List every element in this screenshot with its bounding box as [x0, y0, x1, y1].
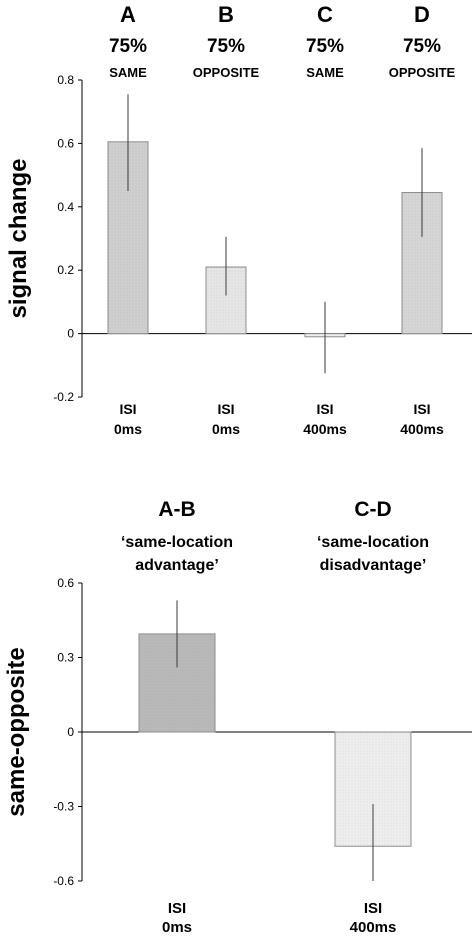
panel1-y-tick-label: 0.6 [57, 136, 74, 150]
panel1-y-axis-title: signal change [5, 158, 32, 318]
panel1-percent: 75% [306, 36, 344, 57]
panel2-subtitle-line2: advantage’ [135, 557, 219, 574]
panel1-cue-label: OPPOSITE [193, 65, 260, 80]
panel2-y-tick-label: 0.6 [57, 576, 74, 590]
panel2-y-tick-label: -0.3 [53, 800, 74, 814]
panel1-y-tick-label: -0.2 [53, 390, 74, 404]
panel1-y-tick-label: 0.2 [57, 263, 74, 277]
panel1-percent: 75% [207, 36, 245, 57]
panel2-y-tick-label: 0 [67, 725, 74, 739]
panel1-isi-value: 400ms [400, 421, 444, 437]
panel2-subtitle-line2: disadvantage’ [320, 557, 427, 574]
panel1-percent: 75% [109, 36, 147, 57]
panel2-isi-value: 400ms [350, 919, 397, 936]
panel1-letter: C [317, 2, 333, 27]
panel1-isi-value: 0ms [114, 421, 142, 437]
panel1-letter: B [218, 2, 234, 27]
panel1-isi-label: ISI [119, 401, 136, 417]
panel2-subtitle-line1: ‘same-location [121, 534, 233, 551]
panel1-cue-label: OPPOSITE [389, 65, 456, 80]
panel1-isi-label: ISI [413, 401, 430, 417]
panel1-y-tick-label: 0.4 [57, 200, 74, 214]
panel1-isi-label: ISI [217, 401, 234, 417]
panel1-letter: A [120, 2, 136, 27]
panel2-header: A-B [158, 498, 195, 521]
panel2-isi-value: 0ms [162, 919, 192, 936]
panel2-y-tick-label: -0.6 [53, 874, 74, 888]
panel1-isi-value: 0ms [212, 421, 240, 437]
panel2-y-axis-title: same-opposite [3, 647, 30, 816]
panel1-y-tick-label: 0 [67, 327, 74, 341]
panel2-header: C-D [354, 498, 391, 521]
panel1-isi-label: ISI [316, 401, 333, 417]
panel2-isi-label: ISI [364, 900, 382, 917]
panel1-letter: D [414, 2, 430, 27]
panel1-y-tick-label: 0.8 [57, 73, 74, 87]
panel1-percent: 75% [403, 36, 441, 57]
panel2-isi-label: ISI [168, 900, 186, 917]
panel1-isi-value: 400ms [303, 421, 347, 437]
panel1-cue-label: SAME [306, 65, 344, 80]
panel2-y-tick-label: 0.3 [57, 651, 74, 665]
panel2-subtitle-line1: ‘same-location [317, 534, 429, 551]
panel1-cue-label: SAME [109, 65, 147, 80]
